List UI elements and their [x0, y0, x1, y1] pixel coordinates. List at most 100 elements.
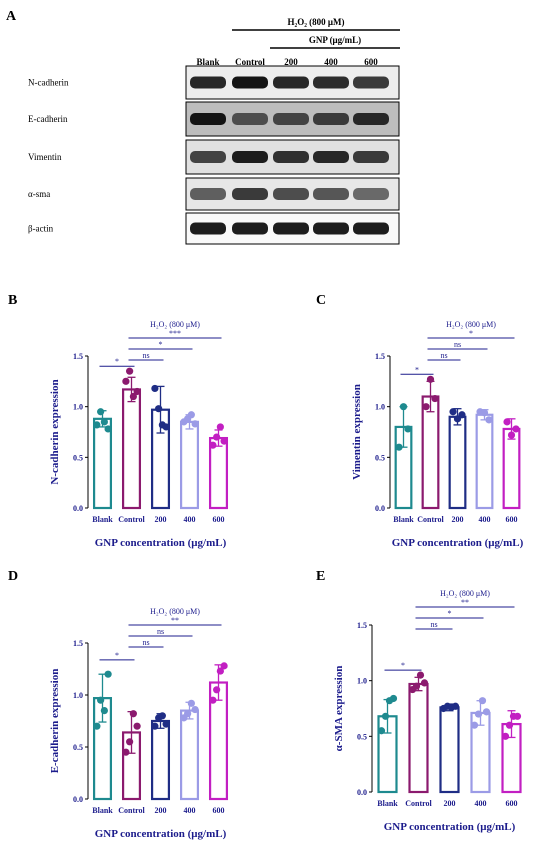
- y-tick-label: 0.5: [375, 453, 385, 462]
- significance-label: **: [171, 616, 179, 625]
- x-axis-label: GNP concentration (μg/mL): [95, 828, 227, 840]
- bar: [121, 388, 142, 510]
- x-tick-label: 200: [155, 515, 167, 524]
- y-axis-label: α-SMA expression: [333, 666, 345, 752]
- data-point: [126, 738, 134, 746]
- blot-band: [353, 222, 389, 235]
- data-point: [395, 443, 403, 451]
- blot-band: [273, 151, 309, 163]
- data-point: [458, 411, 466, 419]
- data-point: [503, 418, 511, 426]
- significance-label: ns: [430, 620, 437, 629]
- x-tick-label: 400: [479, 515, 491, 524]
- data-point: [482, 708, 491, 716]
- x-tick-label: 600: [506, 515, 518, 524]
- data-point: [426, 375, 435, 383]
- data-point: [420, 679, 429, 687]
- data-point: [209, 441, 217, 449]
- data-point: [133, 722, 141, 730]
- data-point: [478, 697, 487, 705]
- data-point: [93, 421, 101, 429]
- significance-label: ns: [157, 627, 164, 636]
- blot-band: [313, 188, 349, 200]
- data-point: [104, 670, 112, 678]
- panel-label: E: [316, 569, 325, 584]
- y-tick-label: 1.0: [375, 403, 385, 412]
- y-axis-label: Vimentin expression: [351, 384, 363, 480]
- data-point: [151, 384, 159, 393]
- data-point: [512, 425, 520, 433]
- x-tick-label: Control: [417, 515, 444, 524]
- blot-band: [273, 113, 309, 125]
- data-point: [480, 409, 489, 417]
- data-point: [412, 682, 421, 690]
- data-point: [191, 705, 199, 714]
- data-point: [100, 707, 108, 715]
- significance-label: ns: [142, 638, 149, 647]
- y-axis-label: E-cadherin expression: [49, 669, 61, 774]
- data-point: [97, 696, 105, 704]
- protein-label: α-sma: [28, 189, 50, 199]
- h2o2-label: H₂O₂ (800 μM): [150, 607, 200, 616]
- blot-band: [190, 76, 226, 89]
- data-point: [213, 433, 221, 441]
- blot-row: E-cadherin: [28, 101, 400, 137]
- protein-label: Vimentin: [28, 152, 62, 162]
- blot-band: [232, 113, 268, 125]
- y-tick-label: 1.5: [375, 352, 385, 361]
- bar: [448, 415, 467, 510]
- y-tick-label: 0.0: [73, 795, 83, 804]
- data-point: [162, 720, 170, 728]
- blot-band: [313, 151, 349, 163]
- significance-label: *: [415, 365, 419, 374]
- significance-label: *: [469, 329, 473, 338]
- blot-rows: N-cadherin E-cadherin Vimentin α-sma β-actin: [28, 65, 400, 245]
- blot-band: [353, 113, 389, 125]
- significance-label: *: [115, 651, 119, 660]
- panel-label: D: [8, 569, 18, 584]
- data-point: [126, 367, 134, 375]
- x-axis-label: GNP concentration (μg/mL): [384, 821, 516, 833]
- data-point: [216, 423, 224, 431]
- blot-band: [273, 222, 309, 235]
- data-point: [501, 732, 510, 740]
- chart-panel-d: D 0.0 0.5 1.0 1.5 E-cadherin expression Blank C…: [8, 569, 229, 840]
- data-point: [474, 710, 483, 718]
- chart-panel-e: E 0.0 0.5 1.0 1.5 α-SMA expression Blank Contro…: [316, 569, 522, 833]
- blot-band: [232, 222, 268, 235]
- significance-label: ns: [440, 351, 447, 360]
- lane-label: 400: [324, 57, 338, 67]
- h2o2-label: H₂O₂ (800 μM): [150, 320, 200, 329]
- significance-label: ***: [169, 329, 181, 338]
- data-point: [187, 699, 195, 707]
- bar: [408, 682, 429, 794]
- chart-panel-b: B 0.0 0.5 1.0 1.5 N-cadherin expression Blank C…: [8, 293, 229, 549]
- blot-band: [190, 222, 226, 235]
- data-point: [162, 423, 170, 431]
- data-point: [104, 425, 112, 433]
- data-point: [513, 712, 522, 720]
- y-tick-label: 1.0: [73, 403, 83, 412]
- lane-label: 600: [364, 57, 378, 67]
- blot-band: [232, 188, 268, 200]
- blot-band: [190, 113, 226, 125]
- data-point: [431, 394, 439, 403]
- bar: [502, 427, 521, 510]
- data-point: [158, 712, 166, 720]
- blot-band: [353, 188, 389, 200]
- x-tick-label: 600: [213, 806, 225, 815]
- data-point: [507, 431, 516, 439]
- h2o2-label: H₂O₂ (800 μM): [446, 320, 496, 329]
- significance-label: ns: [142, 351, 149, 360]
- blot-band: [273, 188, 309, 200]
- y-tick-label: 1.0: [73, 691, 83, 700]
- x-tick-label: 200: [452, 515, 464, 524]
- y-tick-label: 0.0: [357, 788, 367, 797]
- bar: [179, 709, 200, 801]
- data-point: [155, 405, 163, 413]
- panel-label: B: [8, 293, 17, 308]
- blot-row: β-actin: [28, 212, 400, 245]
- data-point: [377, 727, 386, 735]
- data-point: [216, 667, 224, 675]
